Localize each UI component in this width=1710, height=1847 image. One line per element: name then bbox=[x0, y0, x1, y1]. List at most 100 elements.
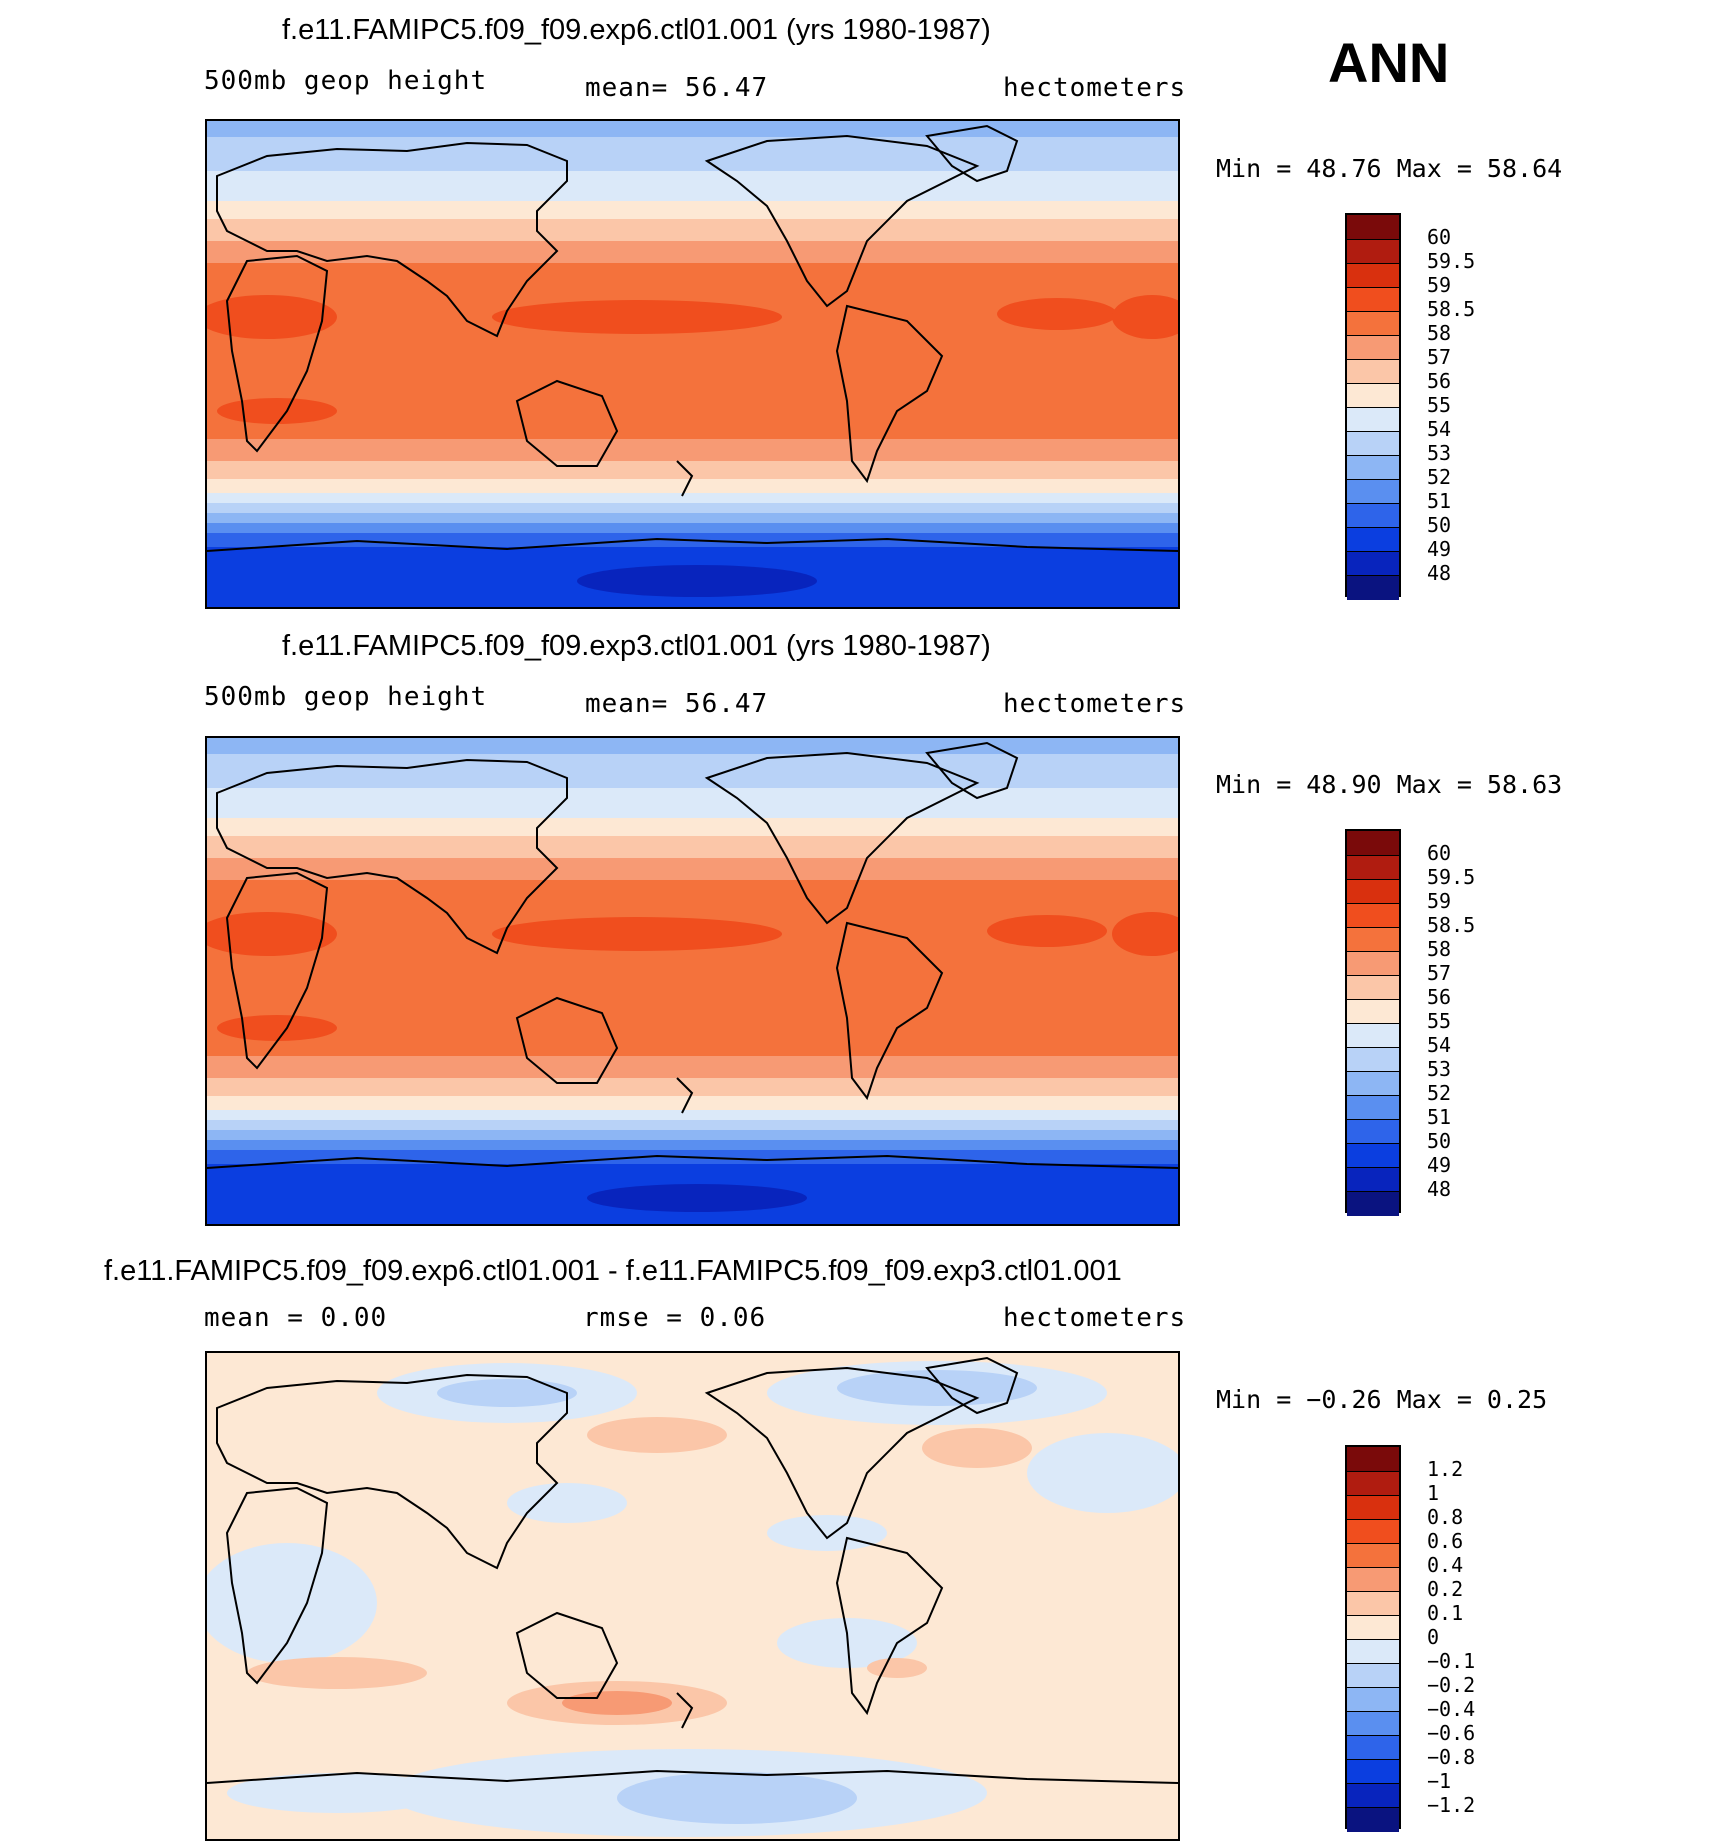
panel3-rmse-label: rmse = 0.06 bbox=[583, 1303, 767, 1333]
diff-negative-region bbox=[227, 1773, 447, 1813]
contour-max bbox=[987, 915, 1107, 947]
eurasia-coast bbox=[216, 758, 568, 955]
panel2-colorbar-tick-label: 58.5 bbox=[1427, 913, 1476, 937]
panel1-colorbar-swatch bbox=[1347, 479, 1399, 504]
panel1-colorbar-tick-label: 59 bbox=[1427, 273, 1452, 297]
antarctica-coast bbox=[207, 1769, 1178, 1784]
diff-negative-region bbox=[837, 1370, 1037, 1406]
contour-max bbox=[1112, 912, 1178, 956]
panel3-colorbar-swatch bbox=[1347, 1471, 1399, 1496]
panel3-colorbar-swatch bbox=[1347, 1663, 1399, 1688]
contour-max bbox=[207, 912, 337, 956]
contour-max bbox=[1112, 295, 1178, 339]
panel2-colorbar-tick-label: 56 bbox=[1427, 985, 1452, 1009]
band bbox=[207, 523, 1178, 533]
panel2-colorbar-tick-label: 51 bbox=[1427, 1105, 1452, 1129]
panel1-colorbar-swatch bbox=[1347, 335, 1399, 360]
panel3-colorbar-labels: 1.2 1 0.8 0.6 0.4 0.2 0.1 0 −0.1 −0.2 −0.4 −0.6 −0.8… bbox=[1427, 1445, 1527, 1829]
band bbox=[207, 171, 1178, 201]
panel3-colorbar-swatch bbox=[1347, 1639, 1399, 1664]
panel1-colorbar-swatch bbox=[1347, 407, 1399, 432]
panel2-map-svg bbox=[207, 738, 1178, 1224]
contour-min bbox=[587, 1184, 807, 1212]
band bbox=[207, 818, 1178, 836]
panel2-colorbar-tick-label: 59 bbox=[1427, 889, 1452, 913]
eurasia-coast bbox=[216, 1373, 568, 1570]
panel2-colorbar-tick-label: 58 bbox=[1427, 937, 1452, 961]
greenland-coast bbox=[925, 1356, 1019, 1415]
band bbox=[207, 479, 1178, 493]
band bbox=[207, 137, 1178, 171]
panel2-colorbar-tick-label: 54 bbox=[1427, 1033, 1452, 1057]
contour-min bbox=[577, 565, 817, 597]
band bbox=[207, 493, 1178, 503]
greenland-coast bbox=[925, 741, 1019, 800]
africa-coast bbox=[225, 254, 329, 453]
panel1-colorbar-tick-label: 56 bbox=[1427, 369, 1452, 393]
panel2-map bbox=[205, 736, 1180, 1226]
panel3-mean-label: mean = 0.00 bbox=[204, 1303, 388, 1333]
panel2-colorbar-tick-label: 55 bbox=[1427, 1009, 1452, 1033]
panel1-colorbar-tick-label: 53 bbox=[1427, 441, 1452, 465]
band bbox=[207, 263, 1178, 439]
panel1-colorbar-tick-label: 57 bbox=[1427, 345, 1452, 369]
panel3-map-svg bbox=[207, 1353, 1178, 1839]
north-america-coast bbox=[704, 134, 980, 308]
band bbox=[207, 754, 1178, 788]
panel2-mean-label: mean= 56.47 bbox=[585, 689, 769, 719]
panel3-colorbar-swatch bbox=[1347, 1519, 1399, 1544]
panel1-colorbar-tick-label: 59.5 bbox=[1427, 249, 1476, 273]
australia-coast bbox=[515, 1611, 619, 1699]
panel3-units-label: hectometers bbox=[1003, 1303, 1187, 1333]
panel3-colorbar-tick-label: 1 bbox=[1427, 1481, 1440, 1505]
australia-coast bbox=[515, 379, 619, 467]
panel3-colorbar-swatch bbox=[1347, 1807, 1399, 1832]
band bbox=[207, 1078, 1178, 1096]
diff-negative-region bbox=[767, 1515, 887, 1551]
panel3-minmax: Min = −0.26 Max = 0.25 bbox=[1216, 1385, 1548, 1414]
panel1-colorbar-tick-label: 55 bbox=[1427, 393, 1452, 417]
band bbox=[207, 1056, 1178, 1078]
panel2-colorbar-swatch bbox=[1347, 1143, 1399, 1168]
panel1-colorbar-tick-label: 60 bbox=[1427, 225, 1452, 249]
panel2-title: f.e11.FAMIPC5.f09_f09.exp3.ctl01.001 (yr… bbox=[282, 630, 991, 662]
season-label: ANN bbox=[1328, 31, 1450, 94]
panel2-colorbar bbox=[1345, 829, 1401, 1216]
panel3-colorbar-tick-label: 0.6 bbox=[1427, 1529, 1464, 1553]
panel2-colorbar-tick-label: 48 bbox=[1427, 1177, 1452, 1201]
band bbox=[207, 121, 1178, 137]
panel3-colorbar-swatch bbox=[1347, 1447, 1399, 1471]
band bbox=[207, 880, 1178, 1056]
panel2-colorbar-swatch bbox=[1347, 1167, 1399, 1192]
panel3-colorbar-tick-label: −0.6 bbox=[1427, 1721, 1476, 1745]
panel1-colorbar-swatch bbox=[1347, 215, 1399, 239]
band bbox=[207, 503, 1178, 513]
new-zealand-coast bbox=[676, 1692, 694, 1729]
panel3-colorbar-swatch bbox=[1347, 1567, 1399, 1592]
band bbox=[207, 1140, 1178, 1150]
panel3-colorbar-swatch bbox=[1347, 1615, 1399, 1640]
panel2-units-label: hectometers bbox=[1003, 689, 1187, 719]
panel2-variable-label: 500mb geop height bbox=[204, 682, 488, 712]
band bbox=[207, 738, 1178, 754]
panel2-colorbar-swatch bbox=[1347, 951, 1399, 976]
diff-positive-region bbox=[922, 1428, 1032, 1468]
panel3-colorbar-tick-label: −1 bbox=[1427, 1769, 1452, 1793]
panel2-colorbar-labels: 60 59.5 59 58.5 58 57 56 55 54 53 52 51 50 49 48 bbox=[1427, 829, 1527, 1213]
band bbox=[207, 1130, 1178, 1140]
diff-positive-region bbox=[562, 1691, 672, 1715]
diff-positive-region bbox=[247, 1657, 427, 1689]
panel3-colorbar-swatch bbox=[1347, 1783, 1399, 1808]
panel1-colorbar-swatch bbox=[1347, 551, 1399, 576]
panel3-colorbar-tick-label: −1.2 bbox=[1427, 1793, 1476, 1817]
panel2-colorbar-swatch bbox=[1347, 1095, 1399, 1120]
south-america-coast bbox=[835, 1536, 944, 1716]
contour-max bbox=[492, 917, 782, 951]
band bbox=[207, 219, 1178, 241]
contour-max bbox=[207, 295, 337, 339]
panel2-colorbar-swatch bbox=[1347, 927, 1399, 952]
panel1-colorbar-tick-label: 54 bbox=[1427, 417, 1452, 441]
contour-max bbox=[217, 398, 337, 424]
panel1-mean-label: mean= 56.47 bbox=[585, 73, 769, 103]
band bbox=[207, 241, 1178, 263]
